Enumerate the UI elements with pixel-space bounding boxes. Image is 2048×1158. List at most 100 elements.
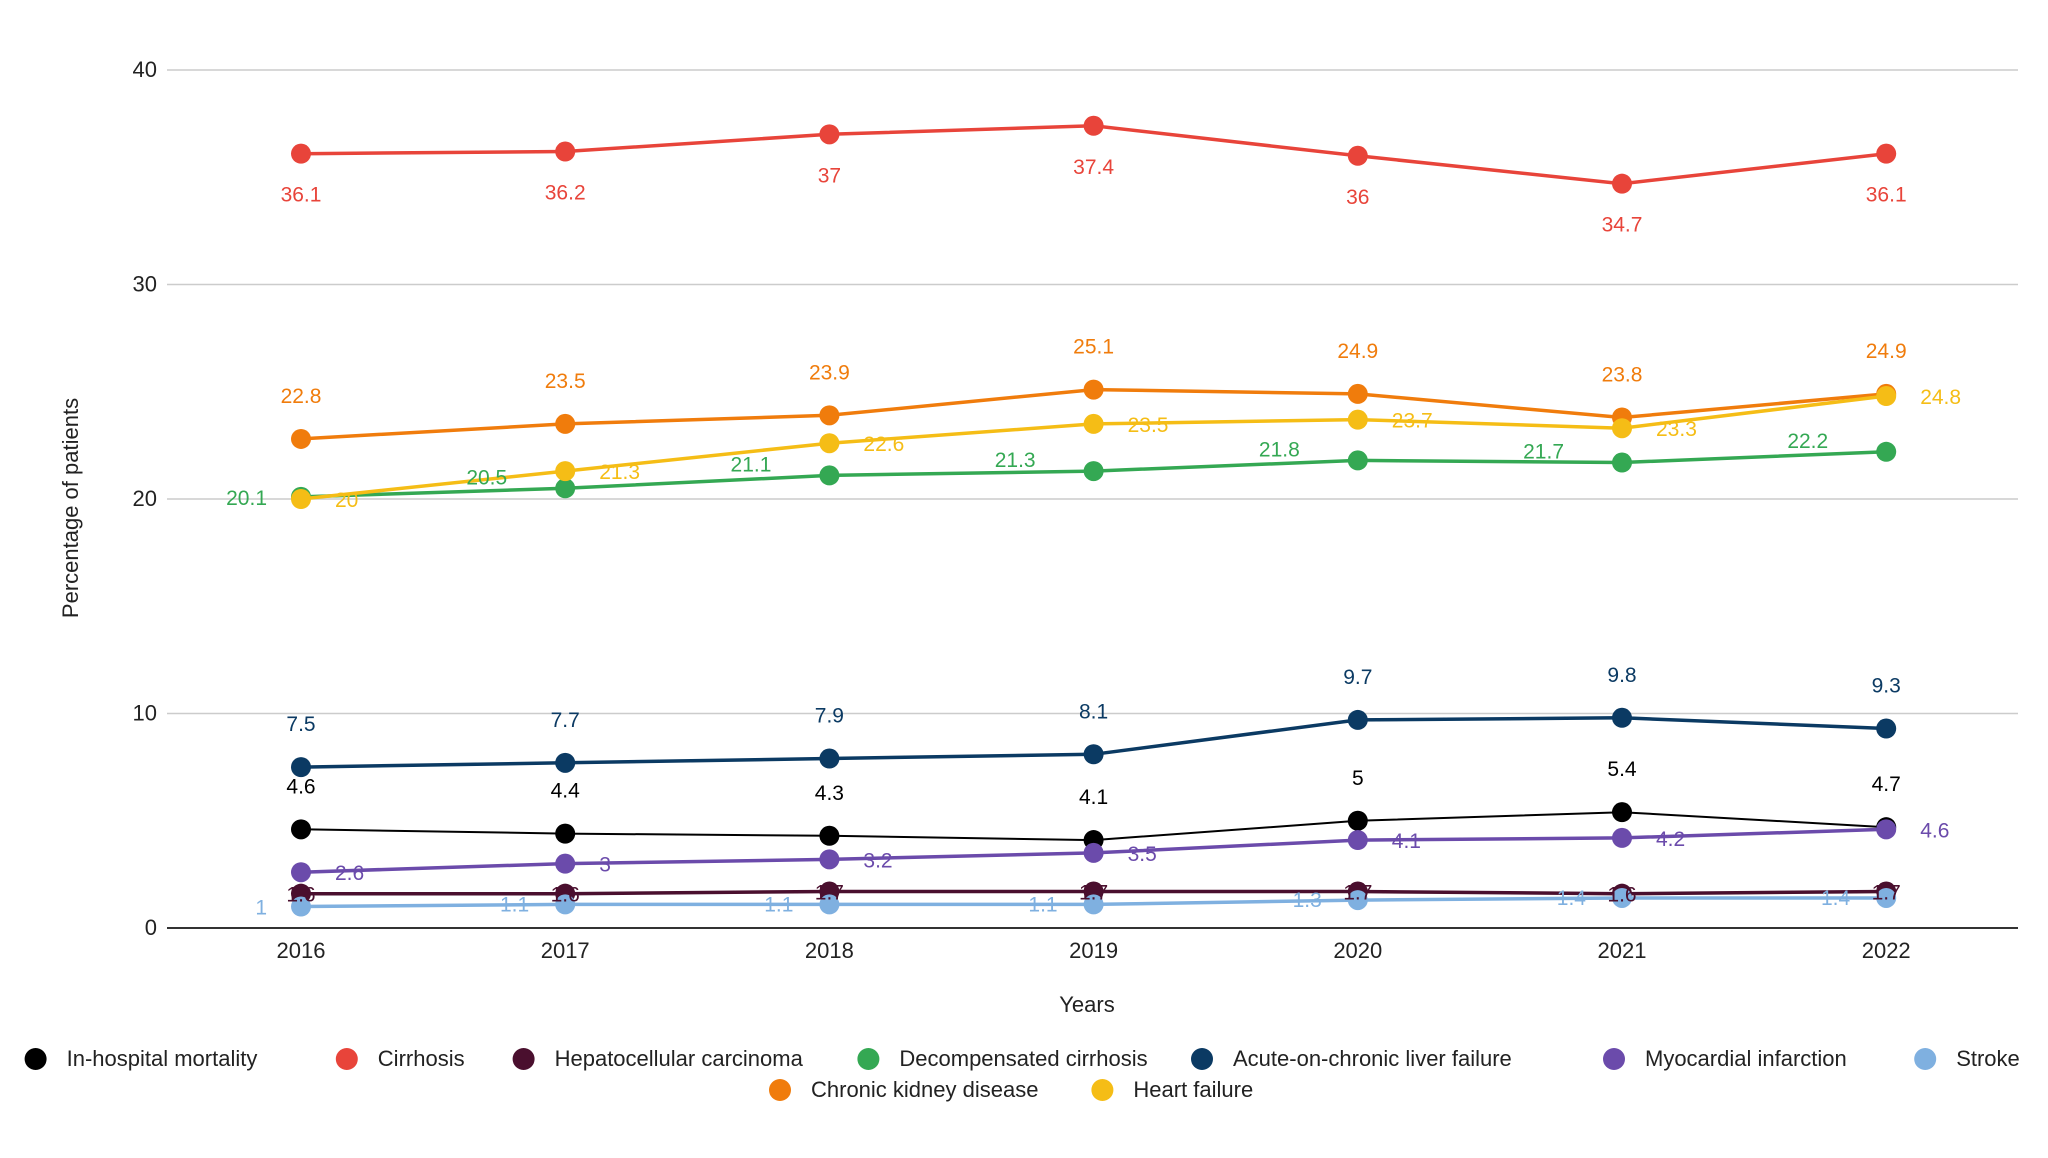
data-label: 1.4 xyxy=(1557,887,1587,910)
data-point xyxy=(819,465,840,486)
data-label: 23.8 xyxy=(1602,363,1643,386)
legend-item: Acute-on-chronic liver failure xyxy=(1191,1046,1512,1071)
data-label: 5 xyxy=(1352,767,1364,790)
data-point xyxy=(819,894,840,915)
y-tick-label: 0 xyxy=(145,915,157,940)
legend-marker xyxy=(1914,1048,1937,1070)
legend-marker xyxy=(769,1079,791,1101)
data-label: 8.1 xyxy=(1079,700,1108,723)
series-line-heart-failure xyxy=(300,394,1887,501)
data-label: 20.5 xyxy=(466,466,507,489)
data-label: 21.3 xyxy=(599,461,640,484)
data-label: 1.7 xyxy=(815,882,844,905)
data-point xyxy=(1083,413,1104,434)
data-point xyxy=(291,489,311,509)
data-point xyxy=(555,478,576,499)
data-label: 20 xyxy=(335,489,358,512)
legend-label: Heart failure xyxy=(1133,1077,1253,1102)
data-point xyxy=(291,428,311,449)
data-point xyxy=(1876,718,1897,739)
data-point xyxy=(1347,709,1368,730)
legend-marker xyxy=(512,1048,535,1070)
data-label: 1.1 xyxy=(500,893,529,916)
y-tick-label: 20 xyxy=(133,486,157,511)
data-label: 24.8 xyxy=(1920,386,1961,409)
data-label: 4.6 xyxy=(1920,819,1949,842)
legend-item: Cirrhosis xyxy=(335,1046,465,1071)
data-point xyxy=(1612,802,1632,823)
data-point xyxy=(1612,887,1632,908)
data-point xyxy=(1612,173,1632,194)
legend-label: Chronic kidney disease xyxy=(811,1077,1038,1102)
data-point xyxy=(1876,441,1897,462)
x-tick-label: 2020 xyxy=(1333,938,1382,963)
legend-label: Stroke xyxy=(1956,1046,2020,1071)
data-label: 4.1 xyxy=(1079,786,1108,809)
data-label: 36.2 xyxy=(545,182,586,205)
data-label: 36.1 xyxy=(1866,184,1907,207)
data-point xyxy=(1083,894,1104,915)
data-label: 1.6 xyxy=(1607,884,1636,907)
data-label: 23.7 xyxy=(1392,410,1433,433)
data-label: 21.3 xyxy=(995,449,1036,472)
legend-item: Stroke xyxy=(1914,1046,2020,1071)
data-point xyxy=(555,853,576,874)
data-point xyxy=(1612,452,1632,473)
data-point xyxy=(1083,461,1104,482)
data-label: 25.1 xyxy=(1073,336,1114,359)
legend-item: Heart failure xyxy=(1091,1077,1253,1102)
data-point xyxy=(1347,145,1368,166)
data-point xyxy=(1612,707,1632,728)
x-tick-label: 2021 xyxy=(1598,938,1647,963)
data-point xyxy=(1083,115,1104,136)
data-point xyxy=(1876,386,1897,407)
data-point xyxy=(1347,890,1368,911)
data-label: 1.7 xyxy=(1343,882,1372,905)
data-point xyxy=(1347,383,1368,404)
data-point xyxy=(291,862,311,883)
data-point xyxy=(1347,830,1368,851)
data-point xyxy=(291,819,311,840)
data-point xyxy=(1876,143,1897,164)
data-point xyxy=(819,433,840,454)
data-label: 3.5 xyxy=(1128,843,1157,866)
data-labels: 4.6 4.4 4.3 4.1 5 5.4 4.7 36.1 36.2 37 37.4 36 34.7 3… xyxy=(226,156,1961,920)
gridlines xyxy=(167,69,2018,715)
data-label: 23.9 xyxy=(809,361,850,384)
data-label: 37 xyxy=(818,164,841,187)
data-label: 4.3 xyxy=(815,782,844,805)
data-label: 1.7 xyxy=(1079,882,1108,905)
data-point xyxy=(1347,450,1368,471)
legend: In-hospital mortality Cirrhosis Hepatocell… xyxy=(24,1046,2020,1102)
data-label: 9.8 xyxy=(1607,664,1636,687)
data-label: 7.7 xyxy=(551,709,580,732)
data-label: 1.1 xyxy=(764,893,793,916)
data-label: 3 xyxy=(599,854,611,877)
y-tick-label: 30 xyxy=(133,272,157,297)
data-label: 4.7 xyxy=(1872,773,1901,796)
legend-label: Hepatocellular carcinoma xyxy=(555,1046,804,1071)
legend-marker xyxy=(24,1048,47,1070)
data-label: 21.8 xyxy=(1259,438,1300,461)
data-label: 21.7 xyxy=(1523,441,1564,464)
axes: 0 10 20 30 40 2016 2017 2018 2019 2020 2021 2022 xyxy=(133,57,2018,963)
data-point xyxy=(819,849,840,870)
data-point xyxy=(819,405,840,426)
legend-marker xyxy=(857,1048,880,1070)
data-point xyxy=(1083,379,1104,400)
data-point xyxy=(291,143,311,164)
data-label: 22.2 xyxy=(1787,430,1828,453)
data-label: 4.4 xyxy=(551,780,581,803)
data-point xyxy=(1876,819,1897,840)
legend-marker xyxy=(1091,1079,1114,1101)
legend-label: Decompensated cirrhosis xyxy=(899,1046,1147,1071)
legend-item: In-hospital mortality xyxy=(24,1046,257,1071)
data-point xyxy=(1347,810,1368,831)
data-label: 36 xyxy=(1346,186,1369,209)
legend-item: Myocardial infarction xyxy=(1603,1046,1847,1071)
data-label: 36.1 xyxy=(281,184,322,207)
data-point xyxy=(819,748,840,769)
data-point xyxy=(555,823,576,844)
data-label: 1.4 xyxy=(1821,887,1851,910)
